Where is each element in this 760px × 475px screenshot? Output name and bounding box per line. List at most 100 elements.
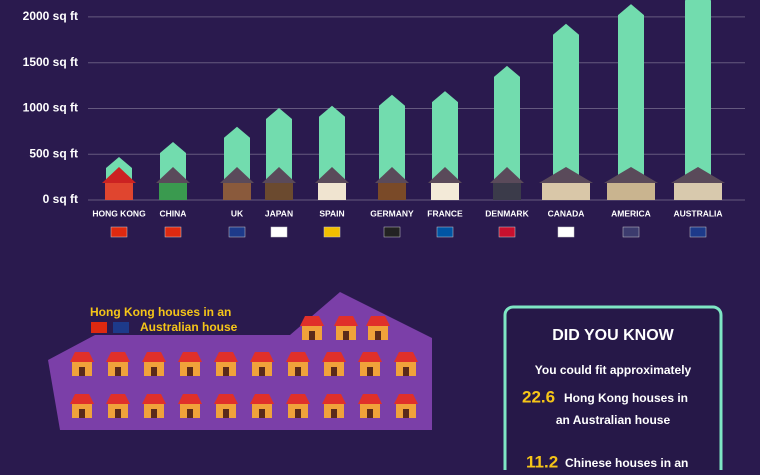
fact-number: 22.6 [522, 387, 555, 406]
small-house-roof [178, 394, 202, 404]
small-house-roof [178, 352, 202, 362]
box-title: DID YOU KNOW [552, 327, 674, 344]
small-house-door [151, 409, 157, 418]
small-house-roof [142, 394, 166, 404]
small-house-door [367, 367, 373, 376]
x-tick-label: CHINA [160, 208, 187, 218]
small-house-roof [334, 316, 358, 326]
x-tick-label: DENMARK [485, 208, 529, 218]
house-roof [604, 167, 658, 183]
small-house-roof [358, 394, 382, 404]
house-icon [493, 182, 521, 200]
flag [498, 226, 516, 238]
small-house-door [309, 331, 315, 340]
x-tick-label: JAPAN [265, 208, 293, 218]
small-house-door [403, 367, 409, 376]
small-house-door [151, 367, 157, 376]
y-tick-label: 500 sq ft [29, 146, 78, 160]
flag [557, 226, 575, 238]
small-house-door [223, 409, 229, 418]
house-roof [490, 167, 524, 183]
flag [436, 226, 454, 238]
x-tick-label: HONG KONG [92, 208, 146, 218]
house-roof [375, 167, 409, 183]
house-roof [428, 167, 462, 183]
small-house-door [403, 409, 409, 418]
y-tick-label: 1500 sq ft [23, 55, 78, 69]
house-icon [223, 182, 251, 200]
x-tick-label: SPAIN [319, 208, 344, 218]
small-house-roof [106, 394, 130, 404]
house-icon [431, 182, 459, 200]
small-house-roof [322, 352, 346, 362]
x-tick-label: AMERICA [611, 208, 651, 218]
fact-text: Chinese houses in an [565, 456, 688, 470]
house-icon [105, 182, 133, 200]
small-house-door [259, 367, 265, 376]
small-house-roof [322, 394, 346, 404]
box-intro: You could fit approximately [535, 363, 692, 377]
bar [494, 65, 520, 200]
small-house-door [79, 367, 85, 376]
small-house-door [331, 367, 337, 376]
small-house-roof [300, 316, 324, 326]
small-house-roof [358, 352, 382, 362]
small-house-roof [70, 394, 94, 404]
small-house-door [375, 331, 381, 340]
small-house-door [223, 367, 229, 376]
y-tick-label: 0 sq ft [43, 192, 78, 206]
bar [432, 91, 458, 200]
flag [383, 226, 401, 238]
small-house-door [187, 367, 193, 376]
flag [228, 226, 246, 238]
small-house-roof [106, 352, 130, 362]
small-houses [70, 316, 418, 418]
x-tick-label: AUSTRALIA [673, 208, 722, 218]
flag [270, 226, 288, 238]
bar [553, 23, 579, 200]
small-house-roof [142, 352, 166, 362]
house-roof [539, 167, 593, 183]
flag [113, 322, 129, 333]
x-tick-label: GERMANY [370, 208, 414, 218]
small-house-door [367, 409, 373, 418]
house-roof [315, 167, 349, 183]
house-roof [220, 167, 254, 183]
small-house-door [295, 367, 301, 376]
fact-text: an Australian house [556, 413, 671, 427]
fact-text: Hong Kong houses in [564, 391, 688, 405]
x-tick-label: FRANCE [427, 208, 463, 218]
small-house-roof [70, 352, 94, 362]
small-house-door [115, 409, 121, 418]
flag [323, 226, 341, 238]
house-roof [102, 167, 136, 183]
x-tick-label: UK [231, 208, 244, 218]
house-roof [156, 167, 190, 183]
flag [622, 226, 640, 238]
house-icon [378, 182, 406, 200]
small-house-door [343, 331, 349, 340]
house-roof [262, 167, 296, 183]
flag [91, 322, 107, 333]
house-icon [159, 182, 187, 200]
info-box [503, 305, 723, 475]
bar [618, 4, 644, 201]
y-tick-label: 2000 sq ft [23, 9, 78, 23]
flag [689, 226, 707, 238]
y-tick-label: 1000 sq ft [23, 101, 78, 115]
small-house-roof [214, 394, 238, 404]
house-icon [318, 182, 346, 200]
small-house-roof [250, 394, 274, 404]
small-house-roof [286, 394, 310, 404]
chart-labels: 0 sq ft 500 sq ft 1000 sq ft 1500 sq ft 2000… [23, 9, 725, 238]
small-house-roof [286, 352, 310, 362]
legend-line: Australian house [140, 320, 238, 334]
small-house-door [295, 409, 301, 418]
house-icon [542, 182, 590, 200]
fact-number: 11.2 [526, 452, 558, 470]
small-house-roof [394, 352, 418, 362]
bar [685, 0, 711, 200]
small-house-door [115, 367, 121, 376]
